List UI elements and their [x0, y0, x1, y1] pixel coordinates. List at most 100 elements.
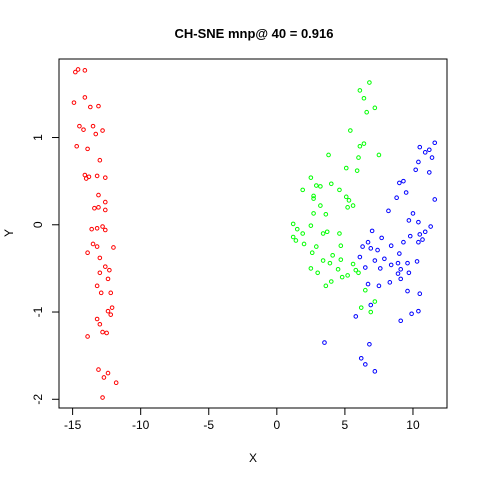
data-point [301, 241, 307, 247]
data-point [420, 237, 425, 242]
data-point [372, 258, 378, 263]
data-point [318, 184, 323, 189]
data-point [339, 274, 345, 280]
data-point [369, 228, 375, 234]
data-point [365, 281, 371, 287]
data-point [105, 308, 111, 314]
data-point [108, 312, 114, 317]
data-point [328, 181, 334, 187]
data-point [357, 143, 363, 149]
data-point [432, 140, 438, 146]
data-point [417, 144, 423, 150]
data-point [322, 340, 327, 345]
data-point [85, 250, 90, 255]
data-point [406, 218, 412, 223]
data-point [379, 235, 384, 241]
data-point [323, 283, 329, 289]
data-point [345, 273, 350, 278]
data-point [71, 100, 77, 105]
data-point [345, 205, 350, 210]
data-point [293, 238, 299, 243]
data-point [324, 229, 330, 235]
data-point [82, 68, 88, 73]
data-point [368, 309, 374, 315]
data-point [363, 362, 368, 367]
data-point [98, 290, 104, 296]
data-point [405, 288, 410, 294]
data-point [100, 329, 105, 335]
series-2 [322, 140, 438, 374]
data-point [407, 233, 413, 239]
data-point [348, 128, 353, 133]
data-point [105, 370, 111, 376]
data-point [77, 123, 82, 129]
data-point [83, 176, 89, 181]
data-point [96, 103, 101, 109]
data-point [417, 291, 423, 297]
data-point [94, 225, 100, 231]
data-point [93, 131, 99, 137]
data-point [427, 147, 432, 153]
data-point [360, 244, 365, 249]
data-point [364, 109, 369, 115]
data-point [96, 205, 101, 210]
y-tick-label: 1 [31, 134, 45, 141]
data-point [107, 267, 112, 273]
y-tick-label: 0 [31, 221, 45, 228]
data-point [422, 150, 428, 155]
data-point [97, 270, 103, 276]
data-point [320, 258, 326, 263]
data-point [311, 193, 316, 199]
data-point [394, 195, 399, 201]
data-point [375, 247, 380, 253]
data-point [85, 146, 90, 152]
data-point [357, 88, 363, 93]
data-point [361, 141, 367, 146]
x-axis-label: X [249, 451, 257, 465]
data-point [74, 143, 79, 149]
data-point [343, 194, 349, 200]
data-point [96, 367, 101, 372]
data-point [416, 308, 421, 314]
data-point [96, 192, 101, 198]
x-tick-label: -10 [132, 418, 150, 432]
data-point [309, 250, 315, 255]
data-point [308, 223, 314, 228]
data-point [315, 270, 320, 276]
data-point [82, 95, 88, 100]
data-point [406, 270, 412, 276]
data-point [327, 260, 333, 266]
data-point [318, 203, 323, 208]
data-point [367, 342, 372, 347]
data-point [386, 208, 391, 214]
data-point [405, 260, 410, 266]
data-point [314, 183, 319, 188]
data-point [353, 267, 359, 273]
data-point [356, 270, 361, 276]
data-point [102, 199, 108, 205]
data-point [97, 255, 103, 261]
data-point [311, 196, 316, 201]
data-point [429, 155, 435, 160]
data-point [398, 276, 404, 282]
data-point [290, 234, 296, 240]
data-point [353, 314, 359, 319]
data-point [97, 321, 103, 327]
data-point [398, 266, 404, 272]
data-point [323, 212, 329, 217]
data-point [330, 253, 335, 258]
data-point [300, 231, 305, 236]
data-point [365, 239, 371, 245]
data-point [417, 232, 423, 237]
data-point [388, 243, 394, 249]
data-point [94, 173, 100, 179]
x-tick-label: 5 [342, 418, 349, 432]
y-tick-label: -2 [31, 394, 45, 405]
data-point [338, 243, 344, 249]
data-point [90, 123, 96, 129]
data-point [90, 241, 96, 247]
x-tick-label: 10 [406, 418, 420, 432]
x-tick-label: -5 [203, 418, 214, 432]
data-point [356, 155, 361, 160]
data-point [382, 256, 387, 262]
